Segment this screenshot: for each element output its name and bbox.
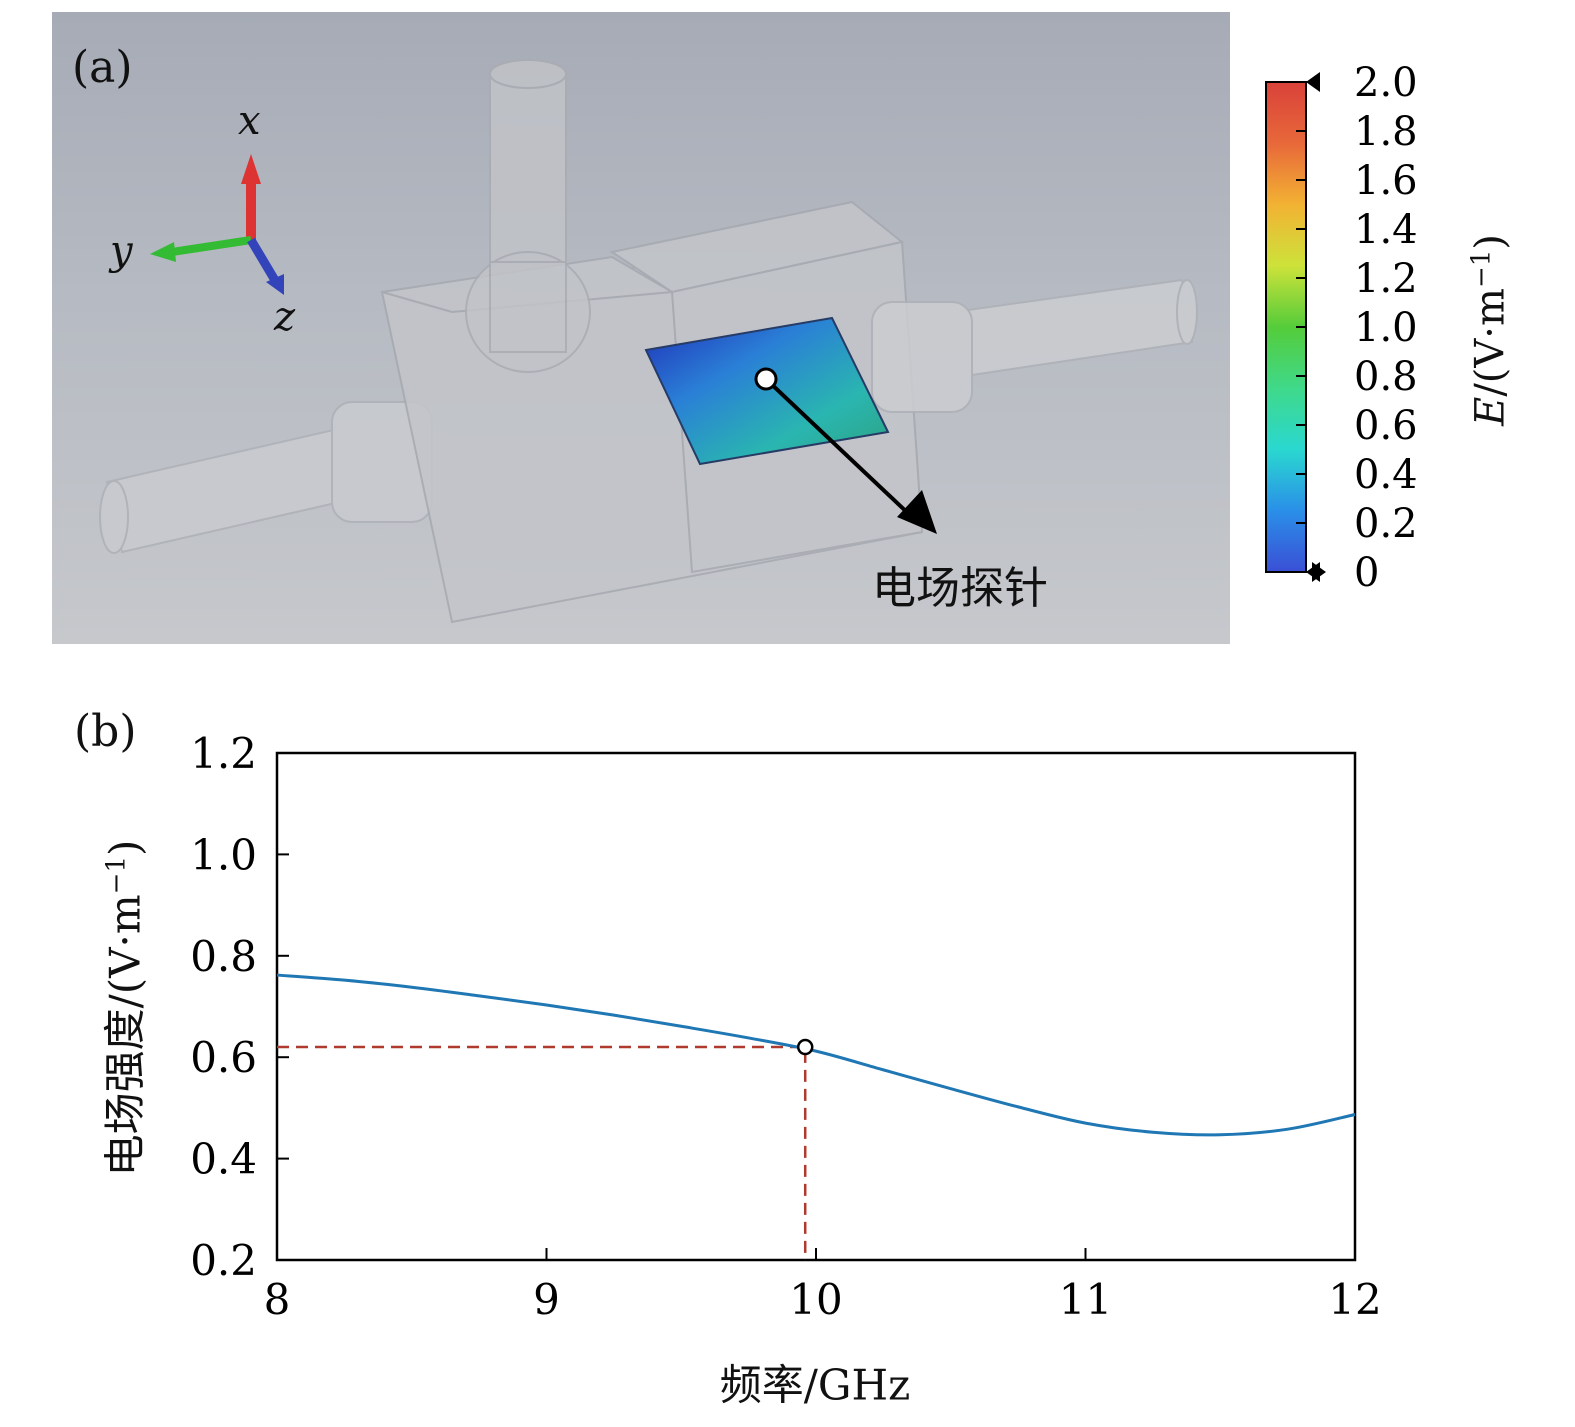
- axis-z-label: z: [274, 294, 296, 340]
- x-tick-label: 11: [1059, 1275, 1112, 1324]
- left-port: [99, 401, 433, 554]
- probe-label: 电场探针: [872, 563, 1048, 614]
- y-axis-title: 电场强度/(V·m−1): [100, 839, 150, 1177]
- electric-field-probe-plane: [644, 316, 890, 466]
- y-tick-label: 1.2: [190, 729, 257, 778]
- colorbar-tick-label: 1.2: [1354, 256, 1418, 302]
- frequency-response-chart: 0.2 0.4 0.6 0.8 1.0 1.2 8 9 10 11 12: [190, 729, 1382, 1324]
- colorbar-tick-label: 1.8: [1354, 109, 1418, 155]
- axis-x-label: x: [238, 98, 261, 144]
- x-tick-label: 8: [264, 1275, 291, 1324]
- panel-b-label: (b): [74, 706, 137, 757]
- x-axis-title: 频率/GHz: [719, 1360, 911, 1410]
- right-port: [871, 278, 1198, 413]
- x-tick-label: 12: [1328, 1275, 1381, 1324]
- plot-frame: [275, 751, 1357, 1262]
- colorbar-tick-label: 1.6: [1354, 158, 1418, 204]
- y-tick-label: 0.2: [190, 1236, 257, 1285]
- colorbar-tick-label: 0.2: [1354, 501, 1418, 547]
- y-tick-label: 0.6: [190, 1033, 257, 1082]
- waveguide-model: [99, 59, 1198, 624]
- x-tick-label: 9: [533, 1275, 560, 1324]
- colorbar: 2.01.81.61.41.21.00.80.60.40.20: [1265, 60, 1418, 596]
- colorbar-max-marker: [1306, 72, 1320, 92]
- series-line: [276, 973, 1356, 1137]
- colorbar-tick-label: 1.4: [1354, 207, 1418, 253]
- colorbar-tick-label: 0.6: [1354, 403, 1418, 449]
- y-tick-label: 0.4: [190, 1135, 257, 1184]
- y-tick-label: 0.8: [190, 932, 257, 981]
- probe-point-marker: [754, 367, 778, 391]
- colorbar-tick-label: 2.0: [1354, 60, 1418, 106]
- axis-y-label: y: [110, 228, 133, 274]
- y-tick-label: 1.0: [190, 830, 257, 879]
- probe-pointer-line: [765, 378, 914, 519]
- probe-pointer-arrowhead: [897, 490, 937, 534]
- colorbar-title: E/(V·m−1): [1466, 234, 1514, 426]
- panel-a-label: (a): [72, 42, 133, 93]
- top-port: [465, 59, 591, 373]
- colorbar-min-marker-2: [1312, 562, 1326, 582]
- colorbar-tick-label: 1.0: [1354, 305, 1418, 351]
- marker-point: [796, 1038, 814, 1056]
- marker-guide-lines: [277, 1045, 807, 1260]
- colorbar-tick-label: 0.8: [1354, 354, 1418, 400]
- colorbar-tick-label: 0.4: [1354, 452, 1418, 498]
- x-tick-label: 10: [789, 1275, 842, 1324]
- simulation-scene: (a) x y z: [52, 12, 1230, 644]
- axis-triad: [150, 154, 284, 295]
- colorbar-tick-label: 0: [1354, 550, 1379, 596]
